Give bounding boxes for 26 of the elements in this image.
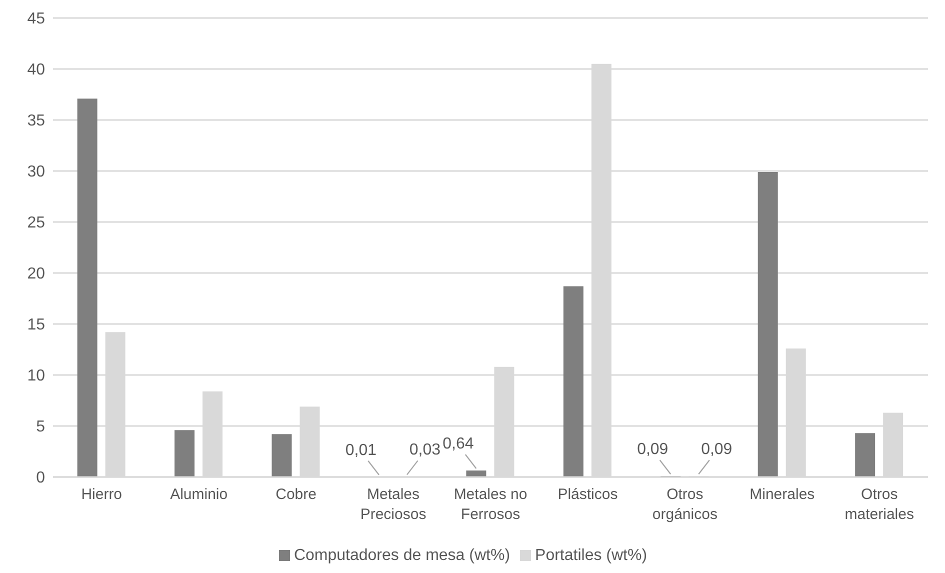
legend-label: Computadores de mesa (wt%) [294, 547, 510, 564]
y-tick-label: 45 [27, 10, 46, 28]
x-tick-label: Aluminio [170, 486, 228, 503]
x-tick-label: Otros materiales [844, 486, 914, 523]
y-tick-label: 40 [27, 62, 46, 79]
data-label: 0,64 [442, 435, 474, 452]
y-tick-label: 5 [36, 418, 46, 436]
data-label: 0,09 [701, 441, 732, 458]
data-label: 0,09 [637, 441, 668, 458]
x-tick-label: Plásticos [558, 486, 618, 503]
y-tick-label: 35 [27, 112, 46, 130]
y-tick-label: 15 [27, 316, 46, 334]
y-tick-label: 0 [36, 470, 46, 487]
y-tick-label: 20 [27, 266, 46, 283]
x-tick-label: Cobre [276, 486, 316, 503]
x-tick-label: Hierro [81, 486, 122, 503]
y-tick-label: 10 [27, 368, 46, 385]
legend-label: Portatiles (wt%) [535, 547, 648, 564]
y-tick-label: 30 [27, 164, 46, 181]
x-tick-label: Otros orgánicos [652, 486, 718, 523]
data-label: 0,03 [409, 442, 441, 459]
x-tick-label: Minerales [750, 486, 815, 503]
data-label: 0,01 [345, 442, 377, 459]
x-tick-label: Metales Preciosos [360, 486, 426, 523]
y-tick-label: 25 [27, 214, 46, 232]
x-tick-label: Metales no Ferrosos [454, 486, 528, 523]
